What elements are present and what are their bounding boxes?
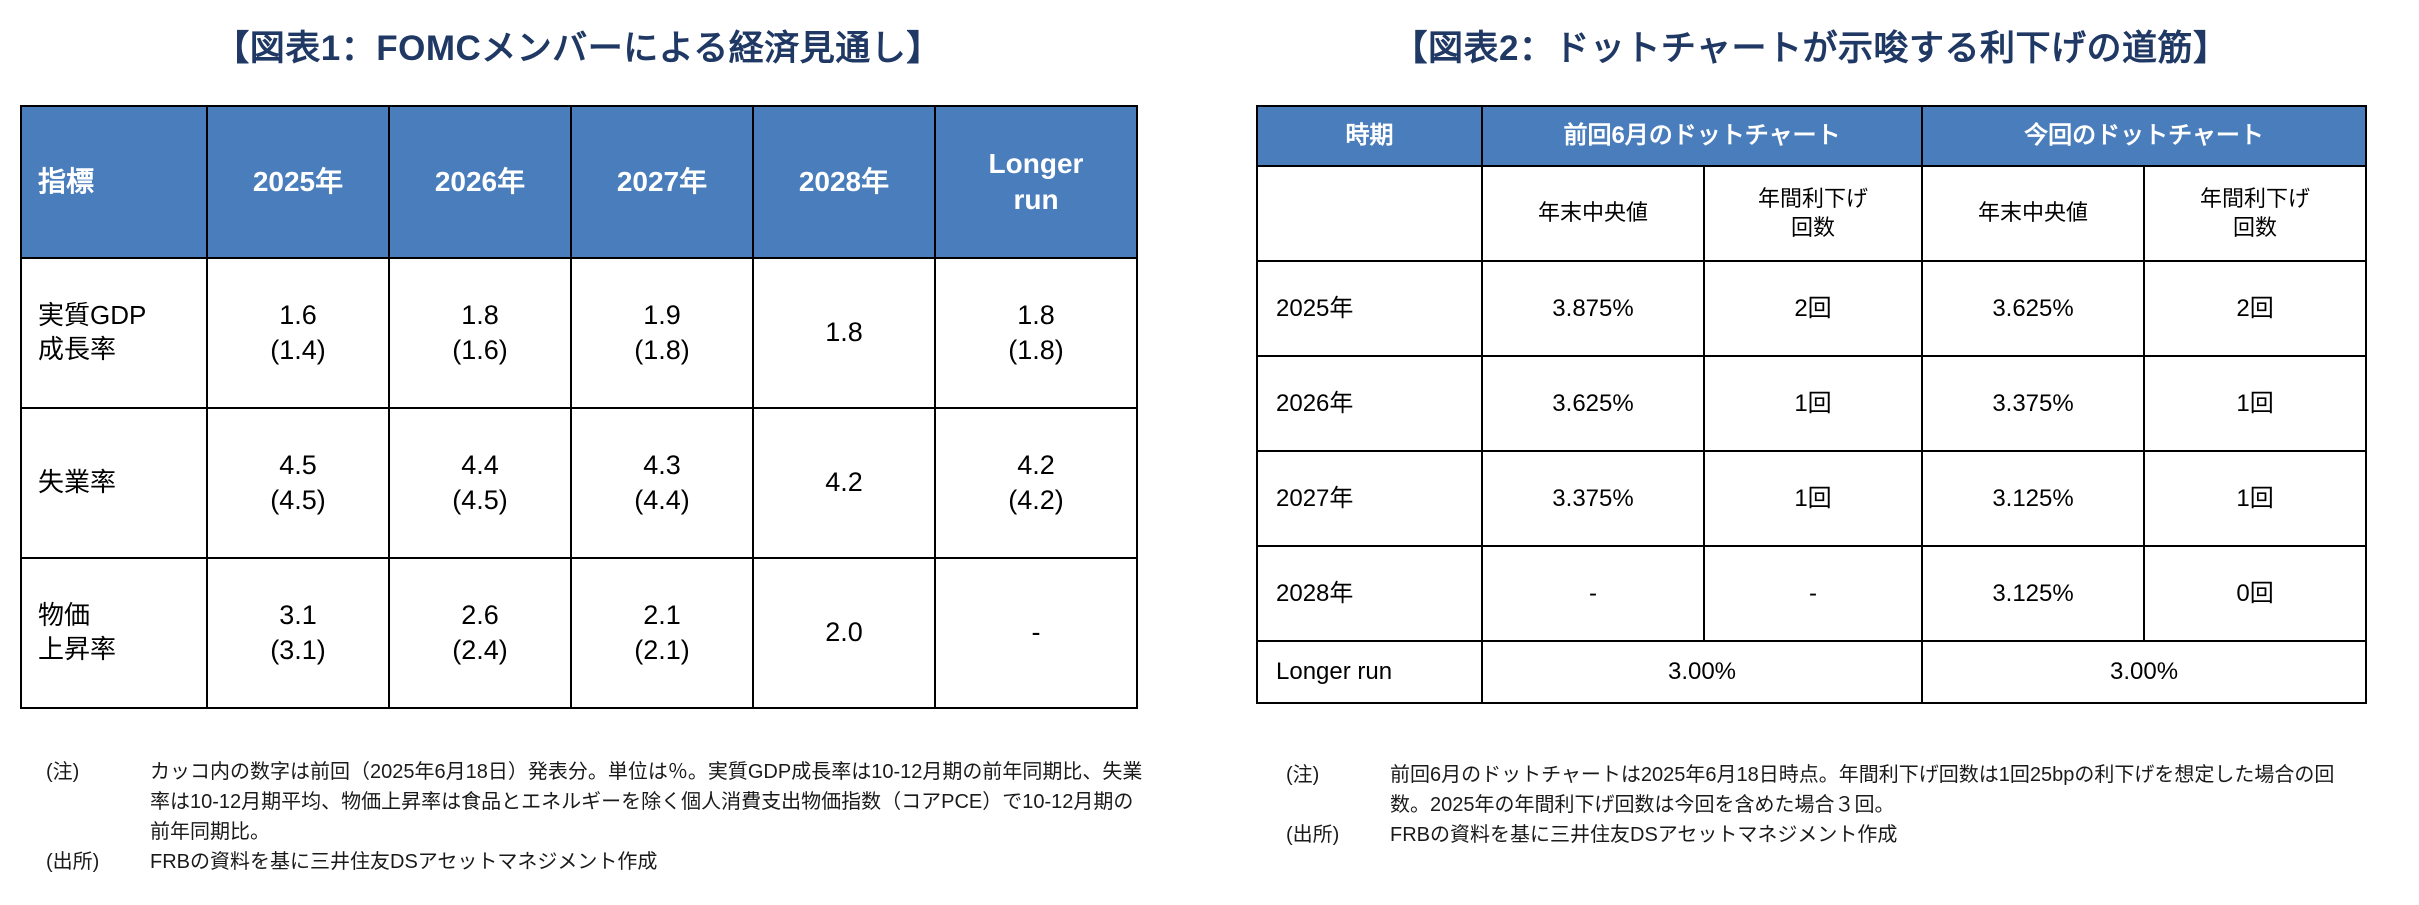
longer-run-row: Longer run 3.00% 3.00%: [1256, 640, 2368, 704]
subheader-yearend-median: 年末中央値: [1921, 165, 2146, 262]
figure1-panel: 【図表1：FOMCメンバーによる経済見通し】 指標 2025年 2026年 20…: [20, 6, 1170, 877]
value-cell: 2回: [2143, 260, 2368, 357]
period-cell: 2028年: [1256, 545, 1483, 642]
table-row: 2026年 3.625% 1回 3.375% 1回: [1256, 355, 2368, 452]
value-cell: 3.875%: [1481, 260, 1705, 357]
value-cell: 3.125%: [1921, 450, 2146, 547]
value-cell: 3.375%: [1481, 450, 1705, 547]
figure2-header-period: 時期: [1256, 105, 1483, 167]
source-row: (出所) FRBの資料を基に三井住友DSアセットマネジメント作成: [46, 847, 1170, 877]
figure1-table: 指標 2025年 2026年 2027年 2028年 Longer run 実質…: [20, 105, 1138, 709]
value-cell: -: [934, 557, 1138, 709]
source-text: FRBの資料を基に三井住友DSアセットマネジメント作成: [1390, 824, 1898, 846]
period-cell: 2027年: [1256, 450, 1483, 547]
figure2-header-current-dotchart: 今回のドットチャート: [1921, 105, 2368, 167]
source-text: FRBの資料を基に三井住友DSアセットマネジメント作成: [150, 851, 658, 873]
value-cell: 3.625%: [1921, 260, 2146, 357]
row-label-inflation: 物価 上昇率: [20, 557, 208, 709]
value-cell: 1.8 (1.8): [934, 257, 1138, 409]
figure2-header-previous-dotchart: 前回6月のドットチャート: [1480, 105, 1924, 167]
note-label: (注): [46, 761, 80, 783]
source-row: (出所) FRBの資料を基に三井住友DSアセットマネジメント作成: [1286, 820, 2376, 850]
source-label: (出所): [1286, 824, 1340, 846]
value-cell: 4.2 (4.2): [934, 407, 1138, 559]
value-cell: 3.375%: [1921, 355, 2146, 452]
value-cell: 3.00%: [1480, 640, 1924, 704]
value-cell: 2回: [1702, 260, 1924, 357]
empty-cell: [1256, 165, 1483, 262]
subheader-annual-cuts: 年間利下げ 回数: [2143, 165, 2368, 262]
value-cell: 3.00%: [1921, 640, 2368, 704]
value-cell: 4.5 (4.5): [206, 407, 390, 559]
subheader-yearend-median: 年末中央値: [1481, 165, 1705, 262]
figure1-header-2027: 2027年: [570, 105, 754, 259]
value-cell: 3.625%: [1481, 355, 1705, 452]
value-cell: 4.3 (4.4): [570, 407, 754, 559]
row-label-unemployment: 失業率: [20, 407, 208, 559]
table-row: 2027年 3.375% 1回 3.125% 1回: [1256, 450, 2368, 547]
value-cell: 2.6 (2.4): [388, 557, 572, 709]
value-cell: 2.0: [752, 557, 936, 709]
table-row: 物価 上昇率 3.1 (3.1) 2.6 (2.4) 2.1 (2.1) 2.0…: [20, 557, 1138, 709]
figure2-table: 時期 前回6月のドットチャート 今回のドットチャート 年末中央値 年間利下げ 回…: [1256, 105, 2368, 704]
value-cell: 2.1 (2.1): [570, 557, 754, 709]
note-text: 前回6月のドットチャートは2025年6月18日時点。年間利下げ回数は1回25bp…: [1390, 764, 2335, 816]
period-cell: 2026年: [1256, 355, 1483, 452]
table-row: 2025年 3.875% 2回 3.625% 2回: [1256, 260, 2368, 357]
note-label: (注): [1286, 764, 1320, 786]
row-label-gdp: 実質GDP 成長率: [20, 257, 208, 409]
value-cell: 1.8: [752, 257, 936, 409]
figure2-header-row: 時期 前回6月のドットチャート 今回のドットチャート: [1256, 105, 2368, 167]
figure1-header-row: 指標 2025年 2026年 2027年 2028年 Longer run: [20, 105, 1138, 259]
source-label: (出所): [46, 851, 100, 873]
figure1-notes: (注) カッコ内の数字は前回（2025年6月18日）発表分。単位は％。実質GDP…: [20, 757, 1170, 877]
value-cell: 1.6 (1.4): [206, 257, 390, 409]
table-row: 失業率 4.5 (4.5) 4.4 (4.5) 4.3 (4.4) 4.2 4.…: [20, 407, 1138, 559]
value-cell: 4.4 (4.5): [388, 407, 572, 559]
table-row: 実質GDP 成長率 1.6 (1.4) 1.8 (1.6) 1.9 (1.8) …: [20, 257, 1138, 409]
figure1-header-2026: 2026年: [388, 105, 572, 259]
figure1-title: 【図表1：FOMCメンバーによる経済見通し】: [214, 29, 942, 68]
figure1-header-longer-run: Longer run: [934, 105, 1138, 259]
value-cell: 1回: [1702, 450, 1924, 547]
figure1-header-2028: 2028年: [752, 105, 936, 259]
note-row: (注) カッコ内の数字は前回（2025年6月18日）発表分。単位は％。実質GDP…: [46, 757, 1170, 847]
value-cell: 3.1 (3.1): [206, 557, 390, 709]
figure1-header-2025: 2025年: [206, 105, 390, 259]
value-cell: 4.2: [752, 407, 936, 559]
value-cell: 1.8 (1.6): [388, 257, 572, 409]
value-cell: -: [1481, 545, 1705, 642]
value-cell: 1回: [2143, 450, 2368, 547]
figure2-notes: (注) 前回6月のドットチャートは2025年6月18日時点。年間利下げ回数は1回…: [1256, 760, 2376, 850]
period-cell: Longer run: [1256, 640, 1483, 704]
figure2-subheader-row: 年末中央値 年間利下げ 回数 年末中央値 年間利下げ 回数: [1256, 165, 2368, 262]
value-cell: 1.9 (1.8): [570, 257, 754, 409]
value-cell: 1回: [1702, 355, 1924, 452]
value-cell: 3.125%: [1921, 545, 2146, 642]
figure2-title: 【図表2：ドットチャートが示唆する利下げの道筋】: [1392, 29, 2229, 68]
value-cell: 0回: [2143, 545, 2368, 642]
value-cell: 1回: [2143, 355, 2368, 452]
value-cell: -: [1702, 545, 1924, 642]
figure2-panel: 【図表2：ドットチャートが示唆する利下げの道筋】 時期 前回6月のドットチャート…: [1256, 6, 2376, 850]
note-row: (注) 前回6月のドットチャートは2025年6月18日時点。年間利下げ回数は1回…: [1286, 760, 2376, 820]
period-cell: 2025年: [1256, 260, 1483, 357]
figure1-header-indicator: 指標: [20, 105, 208, 259]
table-row: 2028年 - - 3.125% 0回: [1256, 545, 2368, 642]
subheader-annual-cuts: 年間利下げ 回数: [1702, 165, 1924, 262]
note-text: カッコ内の数字は前回（2025年6月18日）発表分。単位は％。実質GDP成長率は…: [150, 761, 1143, 843]
